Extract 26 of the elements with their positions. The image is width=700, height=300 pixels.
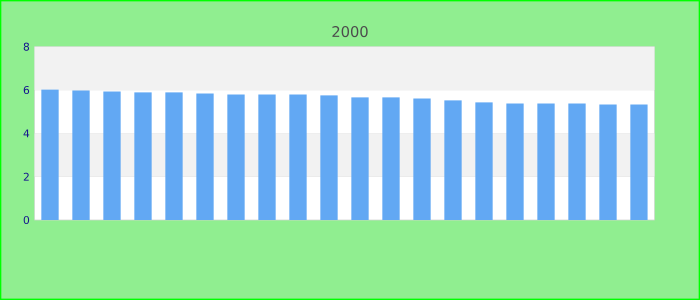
chart-subtitle: 2000 [332, 26, 368, 38]
y-tick-label: 4 [24, 129, 30, 138]
bar [196, 93, 214, 220]
bar [413, 98, 431, 220]
bar [103, 92, 121, 220]
bar [630, 104, 648, 220]
bar [227, 94, 245, 220]
bar [382, 97, 400, 220]
bar [134, 92, 152, 220]
y-tick-label: 6 [24, 86, 30, 94]
bar [444, 100, 462, 220]
bar [41, 90, 59, 220]
bar [258, 94, 276, 220]
y-tick-label: 2 [24, 172, 29, 181]
bar [568, 103, 586, 220]
bar [475, 102, 493, 220]
bar [537, 103, 555, 220]
bar [72, 90, 90, 220]
bar [351, 97, 369, 220]
bar [165, 92, 183, 220]
bar [599, 104, 617, 220]
bar [506, 103, 524, 220]
bar [320, 95, 338, 220]
y-tick-label: 8 [24, 42, 30, 51]
bar [289, 94, 307, 220]
y-tick-label: 0 [24, 216, 30, 224]
